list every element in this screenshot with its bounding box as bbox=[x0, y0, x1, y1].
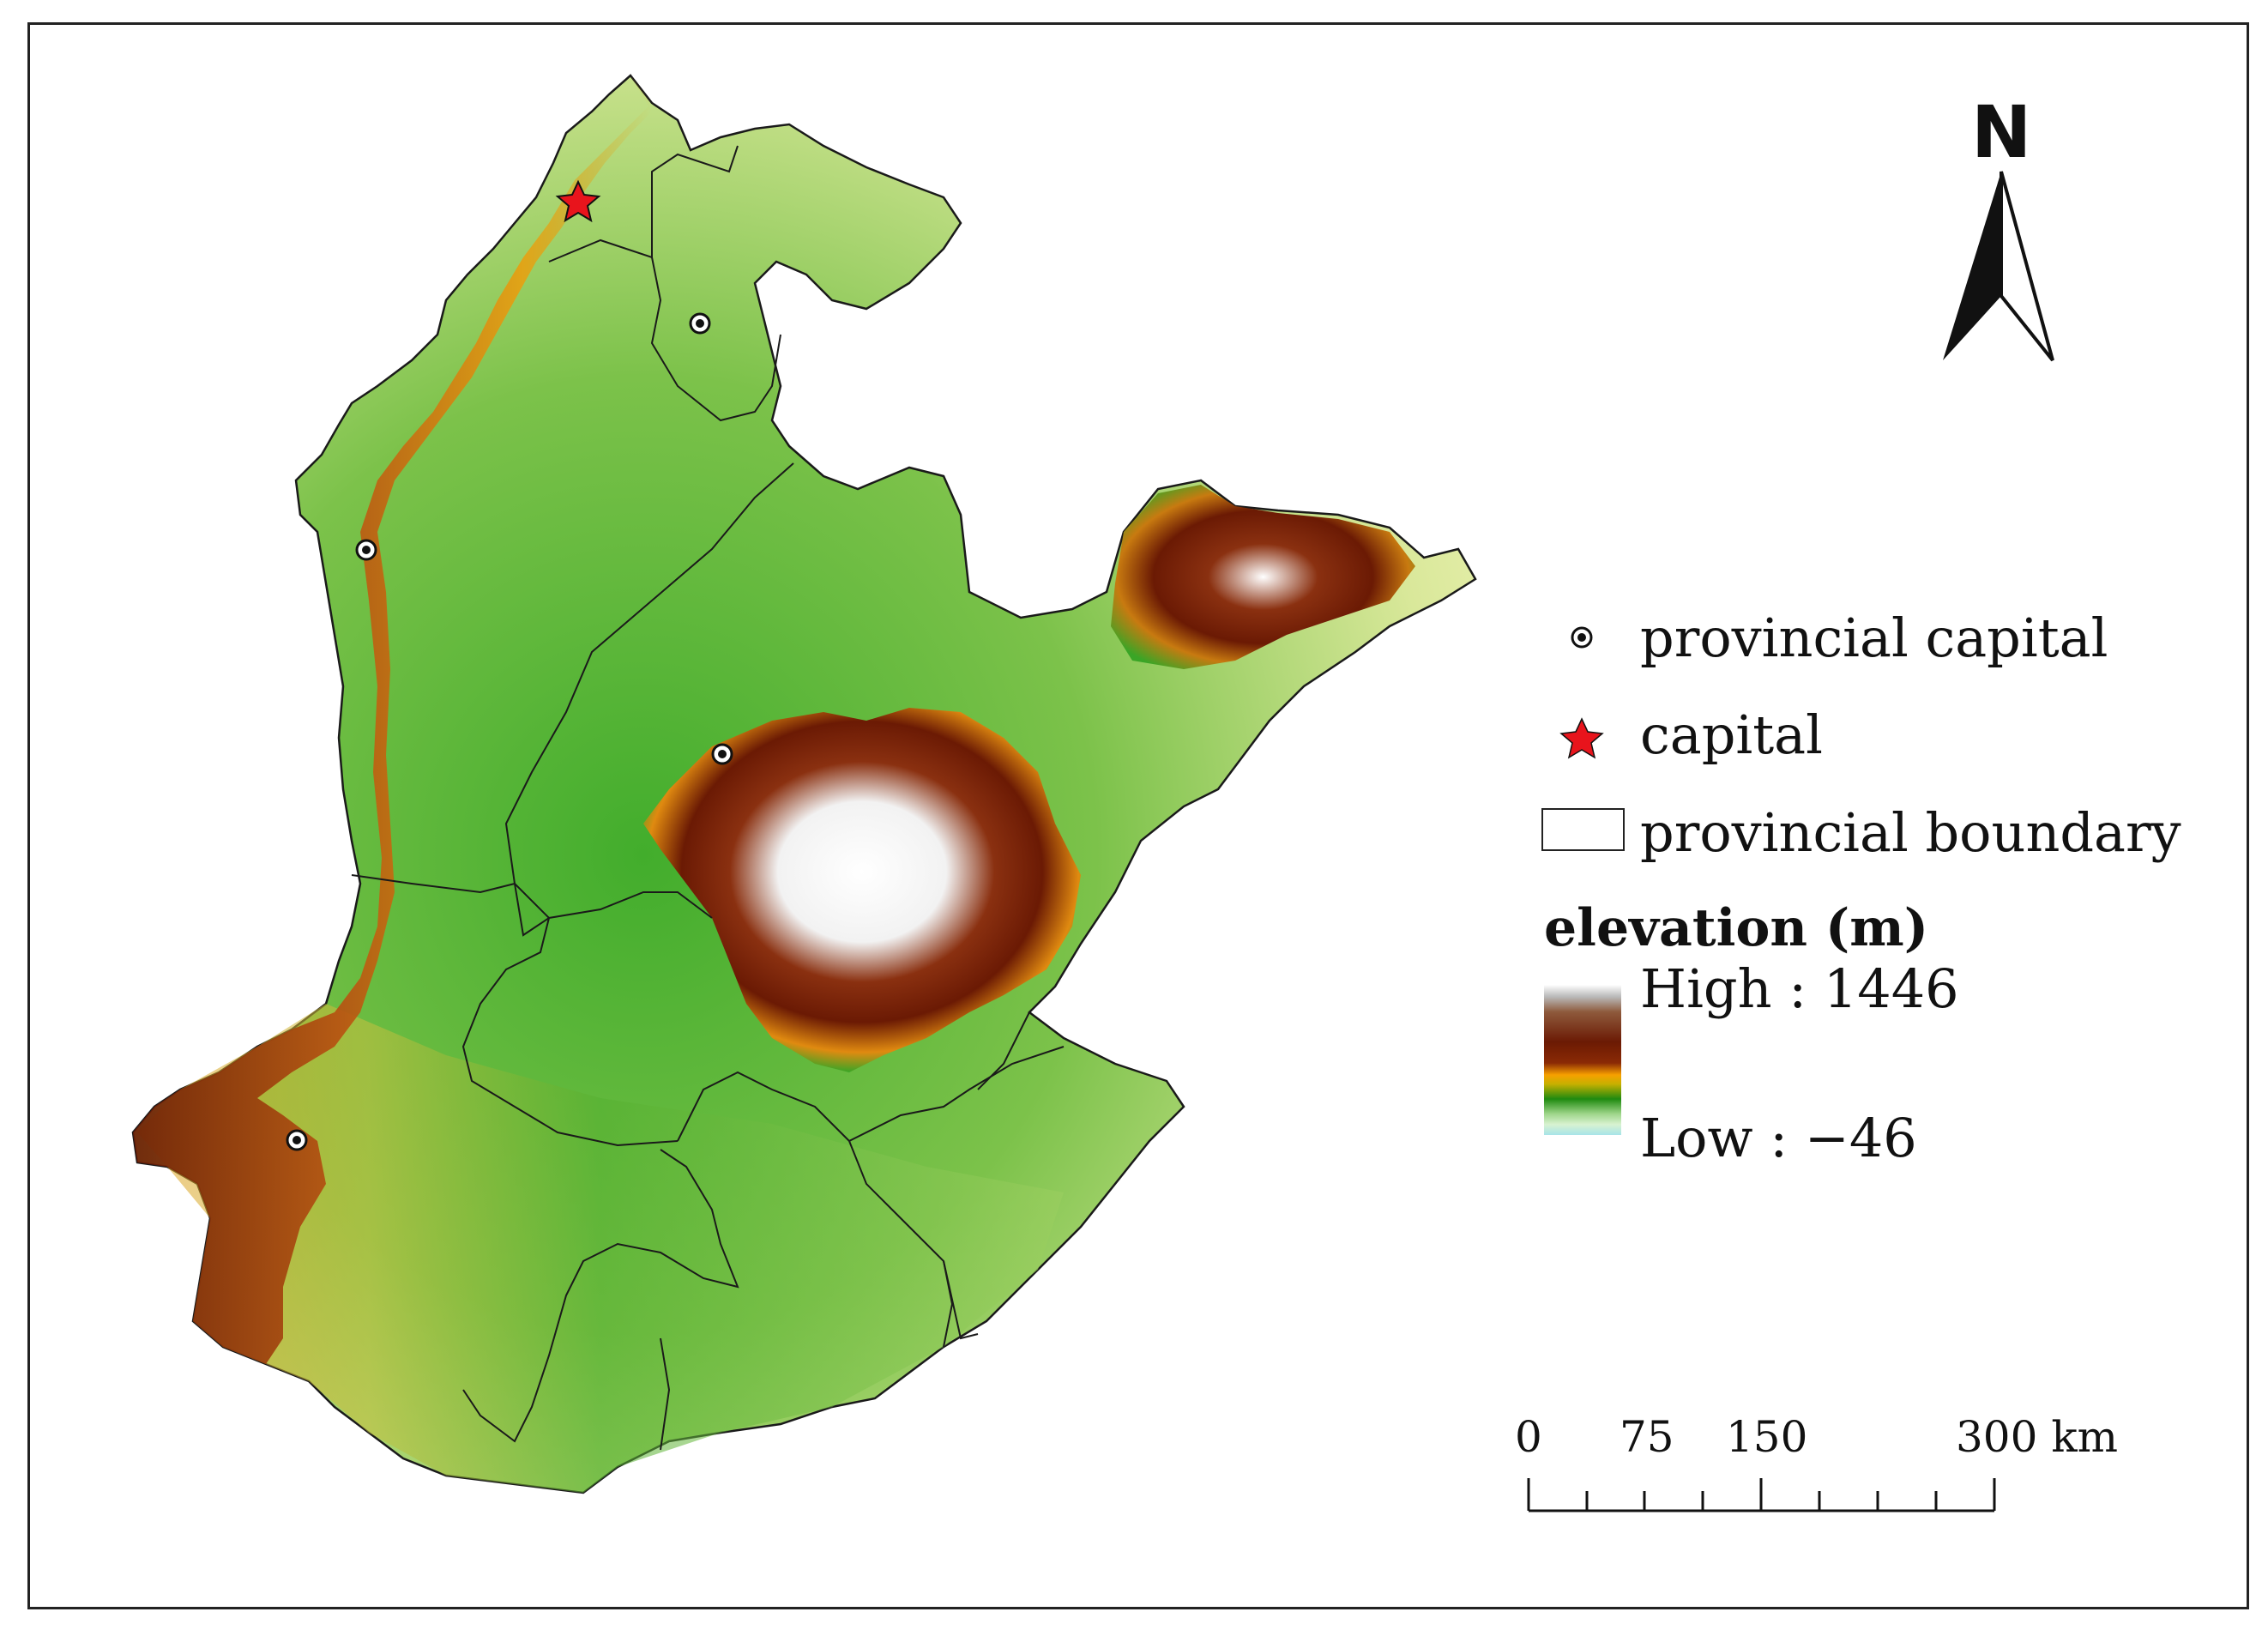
scale-label-0: 0 bbox=[1515, 1412, 1542, 1462]
legend-star-icon bbox=[1559, 717, 1604, 759]
boundary-line bbox=[660, 1337, 671, 1451]
north-arrow-right-half bbox=[2000, 171, 2054, 362]
legend-label-provincial-capital: provincial capital bbox=[1640, 607, 2108, 669]
provincial-capital-marker bbox=[286, 1129, 308, 1151]
scale-label-300-km: 300 km bbox=[1956, 1412, 2119, 1462]
central-mountains bbox=[643, 708, 1081, 1072]
boundary-line bbox=[977, 1011, 1030, 1090]
north-arrow-left-half bbox=[1943, 172, 2001, 360]
north-arrow bbox=[1943, 171, 2054, 362]
boundary-line bbox=[848, 1140, 954, 1348]
elevation-low-label: Low : −46 bbox=[1640, 1107, 1917, 1169]
provincial-boundaries bbox=[351, 145, 1065, 1451]
boundary-line bbox=[650, 257, 781, 422]
north-arrow-label: N bbox=[1971, 90, 2032, 174]
provincial-capital-marker bbox=[355, 539, 377, 561]
elevation-color-ramp bbox=[1544, 985, 1621, 1135]
legend-label-provincial-boundary: provincial boundary bbox=[1640, 801, 2181, 864]
legend-dot-icon bbox=[1571, 626, 1593, 649]
provincial-capitals bbox=[286, 312, 733, 1151]
boundary-line bbox=[548, 145, 739, 263]
boundary-line bbox=[677, 1071, 850, 1142]
provincial-capital-marker bbox=[689, 312, 711, 335]
boundary-line bbox=[943, 1260, 979, 1340]
scale-label-150: 150 bbox=[1726, 1412, 1808, 1462]
scale-bar bbox=[1527, 1478, 1996, 1512]
scale-label-75: 75 bbox=[1620, 1412, 1674, 1462]
elevation-high-label: High : 1446 bbox=[1640, 957, 1959, 1020]
boundary-line bbox=[504, 462, 794, 884]
boundary-line bbox=[462, 1149, 739, 1443]
capital-star-marker bbox=[555, 179, 601, 223]
elevation-legend-title: elevation (m) bbox=[1544, 898, 1929, 958]
boundary-line bbox=[848, 1046, 1065, 1142]
boundary-line bbox=[514, 883, 713, 937]
peninsula-mountains bbox=[1111, 485, 1415, 669]
land-region bbox=[131, 74, 1477, 1494]
southern-plain bbox=[137, 1004, 1064, 1493]
provincial-capital-marker bbox=[711, 743, 733, 765]
map-frame bbox=[27, 22, 2249, 1609]
boundary-line bbox=[461, 917, 679, 1147]
boundary-line bbox=[351, 874, 550, 919]
legend-boundary-icon bbox=[1541, 808, 1625, 851]
legend-label-capital: capital bbox=[1640, 703, 1823, 766]
